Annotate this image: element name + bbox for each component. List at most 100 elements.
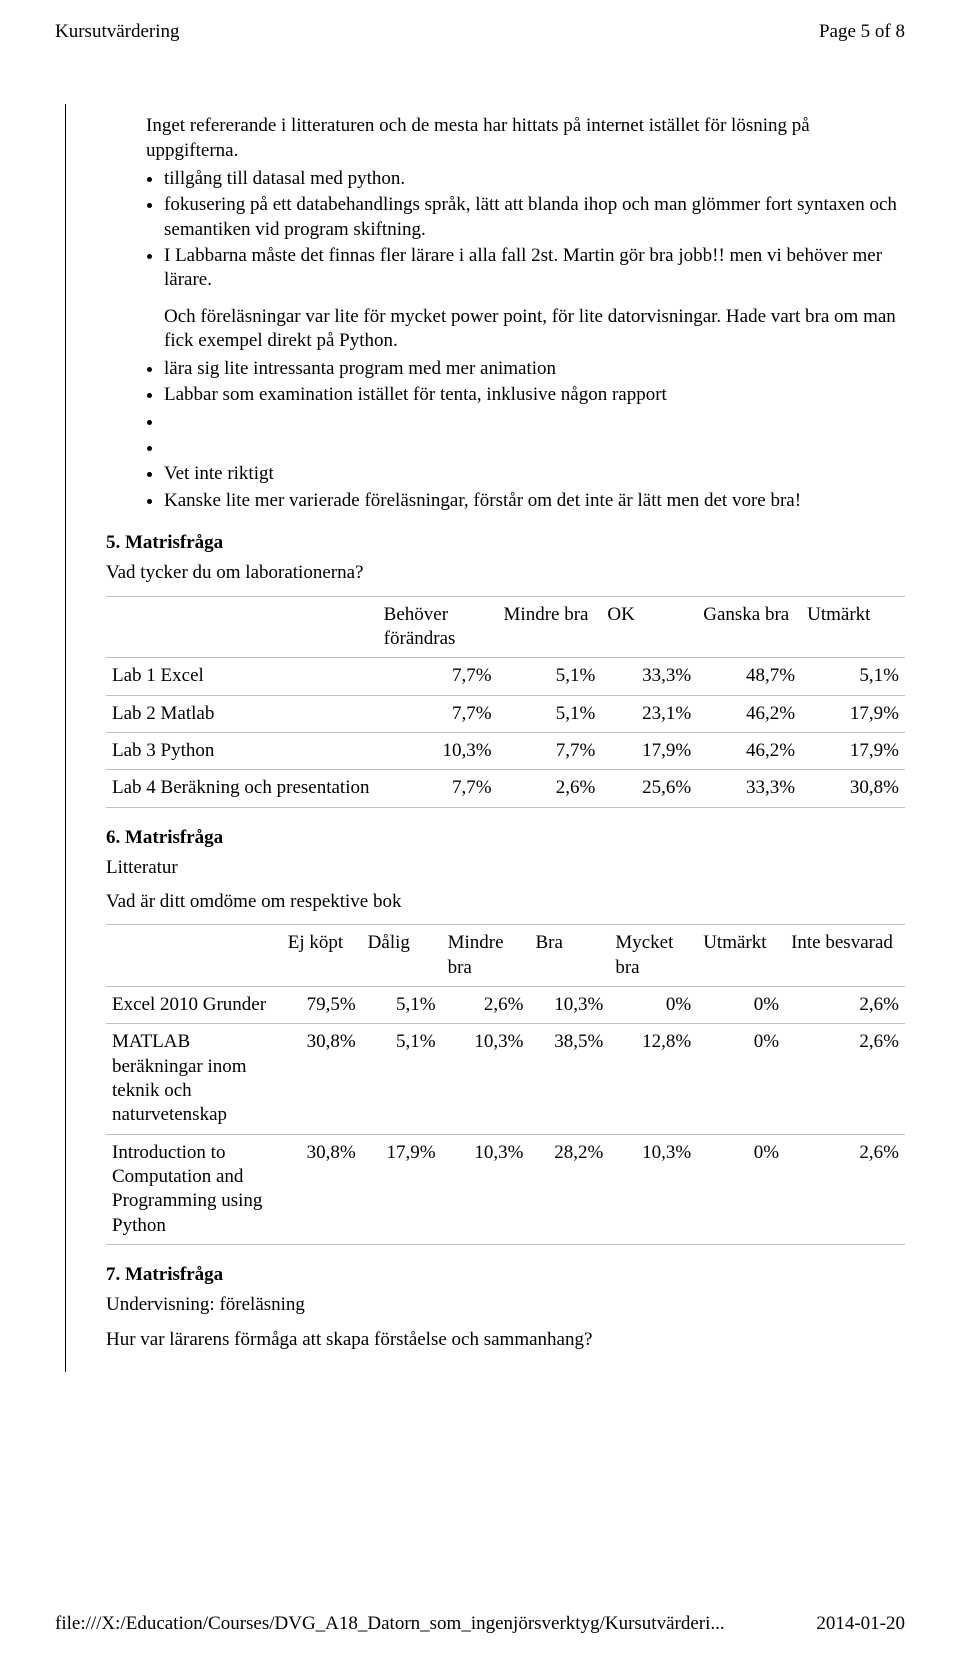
row-label: Lab 2 Matlab xyxy=(106,695,378,732)
table-row: Lab 4 Beräkning och presentation 7,7% 2,… xyxy=(106,770,905,807)
cell: 5,1% xyxy=(362,1024,442,1134)
intro-list: tillgång till datasal med python. fokuse… xyxy=(146,167,905,513)
cell: 0% xyxy=(697,987,785,1024)
cell: 10,3% xyxy=(442,1024,530,1134)
list-item-text: I Labbarna måste det finnas fler lärare … xyxy=(164,245,882,290)
page: Kursutvärdering Page 5 of 8 Inget refere… xyxy=(0,0,960,1654)
list-item: fokusering på ett databehandlings språk,… xyxy=(164,193,905,242)
table-row: Excel 2010 Grunder 79,5% 5,1% 2,6% 10,3%… xyxy=(106,987,905,1024)
col-header: Behöver förändras xyxy=(378,596,498,658)
list-item-text: tillgång till datasal med python. xyxy=(164,168,405,189)
q6-number: 6. xyxy=(106,827,120,848)
cell: 0% xyxy=(697,1134,785,1244)
list-item: I Labbarna måste det finnas fler lärare … xyxy=(164,244,905,353)
cell: 10,3% xyxy=(378,732,498,769)
table-header-row: Ej köpt Dålig Mindre bra Bra Mycket bra … xyxy=(106,925,905,987)
table-row: Lab 2 Matlab 7,7% 5,1% 23,1% 46,2% 17,9% xyxy=(106,695,905,732)
cell: 5,1% xyxy=(801,658,905,695)
cell: 10,3% xyxy=(442,1134,530,1244)
col-header: Ej köpt xyxy=(282,925,362,987)
cell: 0% xyxy=(609,987,697,1024)
col-header: Mindre bra xyxy=(498,596,602,658)
page-header: Kursutvärdering Page 5 of 8 xyxy=(55,20,905,44)
list-item-text: Kanske lite mer varierade föreläsningar,… xyxy=(164,490,801,511)
list-item xyxy=(164,436,905,460)
cell: 48,7% xyxy=(697,658,801,695)
header-right: Page 5 of 8 xyxy=(819,20,905,44)
col-header xyxy=(106,925,282,987)
intro-block: Inget refererande i litteraturen och de … xyxy=(106,114,905,513)
cell: 33,3% xyxy=(601,658,697,695)
q7-number: 7. xyxy=(106,1264,120,1285)
list-item-text: Vet inte riktigt xyxy=(164,463,274,484)
q6-table: Ej köpt Dålig Mindre bra Bra Mycket bra … xyxy=(106,924,905,1244)
cell: 28,2% xyxy=(529,1134,609,1244)
content-region: Inget refererande i litteraturen och de … xyxy=(65,104,905,1372)
footer-date: 2014-01-20 xyxy=(816,1612,905,1636)
list-item-text: Labbar som examination istället för tent… xyxy=(164,384,667,405)
cell: 7,7% xyxy=(378,658,498,695)
list-item: Labbar som examination istället för tent… xyxy=(164,383,905,407)
cell: 7,7% xyxy=(498,732,602,769)
cell: 79,5% xyxy=(282,987,362,1024)
q5-number: 5. xyxy=(106,532,120,553)
cell: 5,1% xyxy=(362,987,442,1024)
q6-title: Matrisfråga xyxy=(125,827,223,848)
cell: 2,6% xyxy=(785,1024,905,1134)
q5-subtitle: Vad tycker du om laborationerna? xyxy=(106,561,905,585)
q6-subtitle-1: Litteratur xyxy=(106,856,905,880)
cell: 5,1% xyxy=(498,658,602,695)
q5-table: Behöver förändras Mindre bra OK Ganska b… xyxy=(106,596,905,808)
cell: 7,7% xyxy=(378,695,498,732)
cell: 46,2% xyxy=(697,732,801,769)
list-item: Kanske lite mer varierade föreläsningar,… xyxy=(164,489,905,513)
row-label: Lab 1 Excel xyxy=(106,658,378,695)
list-item: lära sig lite intressanta program med me… xyxy=(164,357,905,381)
cell: 17,9% xyxy=(362,1134,442,1244)
q7-subtitle-1: Undervisning: föreläsning xyxy=(106,1293,905,1317)
col-header: Mycket bra xyxy=(609,925,697,987)
q7-subtitle-2: Hur var lärarens förmåga att skapa först… xyxy=(106,1328,905,1352)
list-item: Vet inte riktigt xyxy=(164,462,905,486)
row-label: Excel 2010 Grunder xyxy=(106,987,282,1024)
intro-first-line: Inget refererande i litteraturen och de … xyxy=(146,114,905,163)
cell: 38,5% xyxy=(529,1024,609,1134)
table-row: MATLAB beräkningar inom teknik och natur… xyxy=(106,1024,905,1134)
cell: 2,6% xyxy=(785,987,905,1024)
cell: 0% xyxy=(697,1024,785,1134)
cell: 17,9% xyxy=(601,732,697,769)
page-footer: file:///X:/Education/Courses/DVG_A18_Dat… xyxy=(55,1612,905,1636)
table-row: Lab 1 Excel 7,7% 5,1% 33,3% 48,7% 5,1% xyxy=(106,658,905,695)
cell: 30,8% xyxy=(282,1024,362,1134)
cell: 33,3% xyxy=(697,770,801,807)
cell: 2,6% xyxy=(442,987,530,1024)
cell: 17,9% xyxy=(801,732,905,769)
q7-heading: 7. Matrisfråga xyxy=(106,1263,905,1287)
cell: 10,3% xyxy=(609,1134,697,1244)
cell: 23,1% xyxy=(601,695,697,732)
col-header: Utmärkt xyxy=(801,596,905,658)
q6-subtitle-2: Vad är ditt omdöme om respektive bok xyxy=(106,890,905,914)
col-header: Inte besvarad xyxy=(785,925,905,987)
cell: 46,2% xyxy=(697,695,801,732)
list-item-paragraph: Och föreläsningar var lite för mycket po… xyxy=(164,305,905,354)
col-header xyxy=(106,596,378,658)
cell: 10,3% xyxy=(529,987,609,1024)
col-header: Mindre bra xyxy=(442,925,530,987)
col-header: OK xyxy=(601,596,697,658)
cell: 5,1% xyxy=(498,695,602,732)
footer-path: file:///X:/Education/Courses/DVG_A18_Dat… xyxy=(55,1612,725,1636)
cell: 2,6% xyxy=(785,1134,905,1244)
col-header: Dålig xyxy=(362,925,442,987)
list-item: tillgång till datasal med python. xyxy=(164,167,905,191)
table-header-row: Behöver förändras Mindre bra OK Ganska b… xyxy=(106,596,905,658)
col-header: Ganska bra xyxy=(697,596,801,658)
row-label: Lab 4 Beräkning och presentation xyxy=(106,770,378,807)
cell: 2,6% xyxy=(498,770,602,807)
row-label: MATLAB beräkningar inom teknik och natur… xyxy=(106,1024,282,1134)
cell: 7,7% xyxy=(378,770,498,807)
col-header: Bra xyxy=(529,925,609,987)
list-item-text: fokusering på ett databehandlings språk,… xyxy=(164,194,897,239)
cell: 30,8% xyxy=(801,770,905,807)
table-row: Lab 3 Python 10,3% 7,7% 17,9% 46,2% 17,9… xyxy=(106,732,905,769)
